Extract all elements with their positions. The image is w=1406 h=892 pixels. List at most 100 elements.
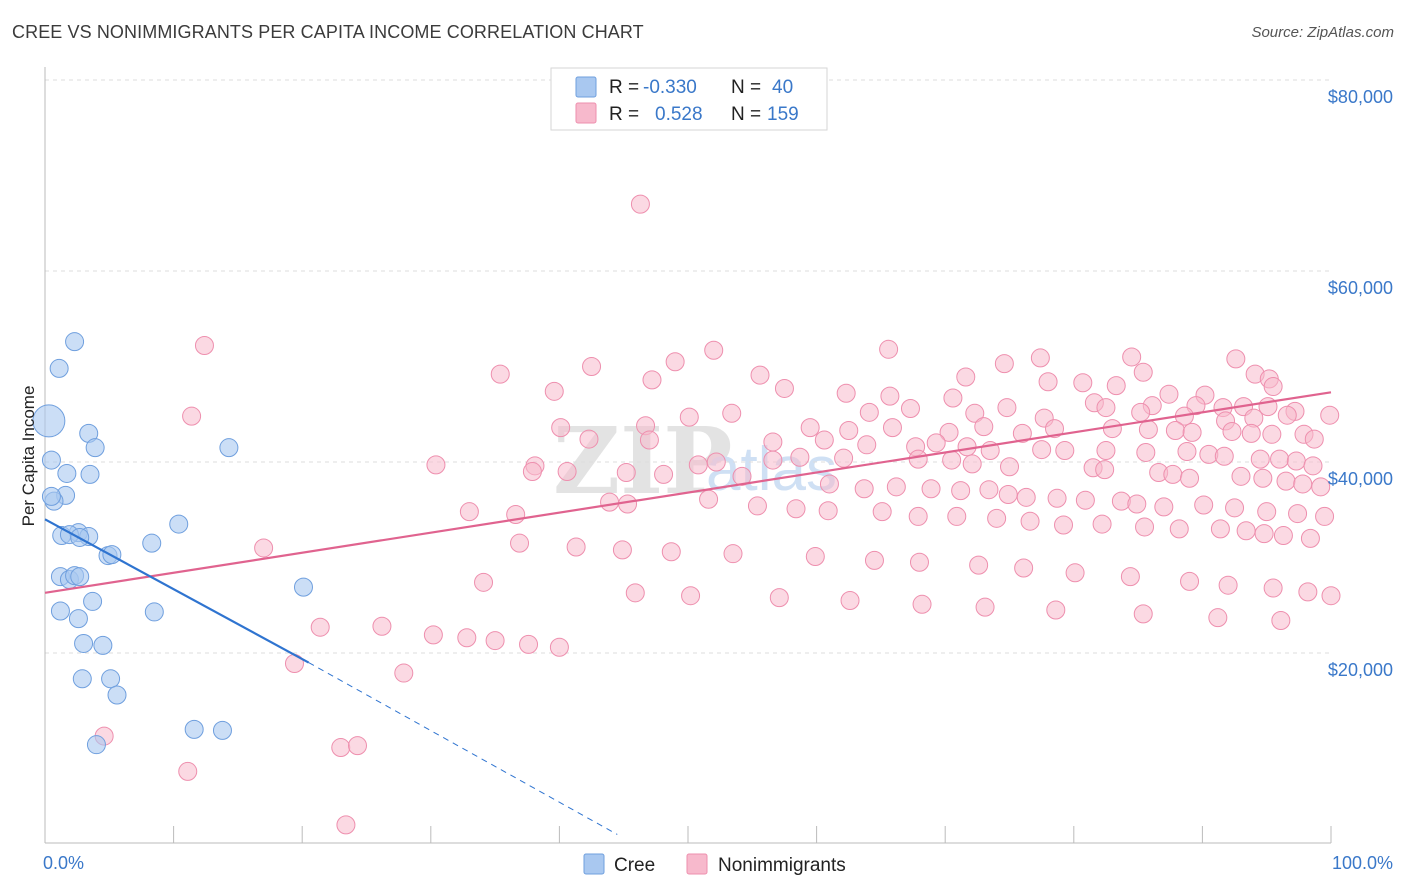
nonimmigrants-point-25 (943, 388, 963, 408)
nonimmigrants-point-24 (880, 386, 900, 406)
nonimmigrants-point-167 (1218, 575, 1238, 595)
cree-trend-line (44, 518, 310, 664)
nonimmigrants-point-17 (1038, 372, 1058, 392)
cree-point-5 (41, 450, 61, 470)
nonimmigrants-point-155 (566, 537, 586, 557)
nonimmigrants-point-0 (630, 194, 650, 214)
nonimmigrants-point-191 (394, 663, 414, 683)
nonimmigrants-point-185 (423, 625, 443, 645)
nonimmigrants-point-116 (886, 477, 906, 497)
nonimmigrants-point-110 (557, 462, 577, 482)
nonimmigrants-point-188 (519, 634, 539, 654)
nonimmigrants-point-170 (1321, 586, 1341, 606)
nonimmigrants-point-168 (1263, 578, 1283, 598)
nonimmigrants-point-36 (679, 407, 699, 427)
nonimmigrants-point-43 (1096, 398, 1116, 418)
y-tick-label-0: $20,000 (1328, 660, 1393, 680)
nonimmigrants-point-77 (1032, 440, 1052, 460)
nonimmigrants-point-183 (310, 617, 330, 637)
nonimmigrants-point-145 (1054, 515, 1074, 535)
nonimmigrants-point-153 (1300, 528, 1320, 548)
nonimmigrants-point-157 (661, 542, 681, 562)
nonimmigrants-point-132 (459, 502, 479, 522)
nonimmigrants-point-84 (1250, 449, 1270, 469)
nonimmigrants-point-181 (1271, 611, 1291, 631)
nonimmigrants-point-148 (1169, 519, 1189, 539)
nonimmigrants-point-120 (998, 484, 1018, 504)
legend-swatch-cree (575, 76, 597, 98)
nonimmigrants-point-22 (544, 381, 564, 401)
nonimmigrants-point-62 (1182, 422, 1202, 442)
nonimmigrants-point-55 (939, 422, 959, 442)
nonimmigrants-point-114 (819, 474, 839, 494)
nonimmigrants-point-83 (1214, 446, 1234, 466)
nonimmigrants-point-172 (625, 583, 645, 603)
nonimmigrants-point-14 (642, 370, 662, 390)
nonimmigrants-point-100 (1095, 460, 1115, 480)
nonimmigrants-point-186 (457, 628, 477, 648)
nonimmigrants-point-140 (872, 502, 892, 522)
cree-trend-extension (308, 662, 618, 835)
cree-point-36 (212, 720, 232, 740)
cree-point-18 (219, 438, 239, 458)
cree-point-33 (101, 669, 121, 689)
nonimmigrants-point-169 (1298, 582, 1318, 602)
nonimmigrants-point-158 (723, 544, 743, 564)
nonimmigrants-point-161 (909, 552, 929, 572)
cree-points (32, 332, 313, 755)
nonimmigrants-point-125 (1127, 494, 1147, 514)
nonimmigrants-point-26 (1159, 384, 1179, 404)
correlation-legend: R = -0.330 N = 40 R = 0.528 N = 159 (550, 67, 828, 131)
nonimmigrants-point-8 (1122, 347, 1142, 367)
nonimmigrants-point-61 (1165, 420, 1185, 440)
nonimmigrants-point-81 (1177, 441, 1197, 461)
nonimmigrants-point-44 (1131, 402, 1151, 422)
nonimmigrants-point-113 (732, 466, 752, 486)
bottom-legend-swatch-cree (583, 853, 605, 875)
cree-point-10 (41, 486, 61, 506)
nonimmigrants-point-16 (956, 367, 976, 387)
nonimmigrants-point-57 (1012, 423, 1032, 443)
nonimmigrants-point-79 (1096, 441, 1116, 461)
nonimmigrants-point-80 (1136, 442, 1156, 462)
nonimmigrants-point-111 (616, 463, 636, 483)
nonimmigrants-point-94 (834, 448, 854, 468)
nonimmigrants-point-18 (1073, 373, 1093, 393)
nonimmigrants-point-38 (859, 402, 879, 422)
nonimmigrants-point-23 (836, 383, 856, 403)
nonimmigrants-point-63 (1222, 421, 1242, 441)
nonimmigrants-point-184 (372, 616, 392, 636)
cree-point-35 (184, 719, 204, 739)
nonimmigrants-point-128 (1225, 498, 1245, 518)
nonimmigrants-point-124 (1111, 491, 1131, 511)
nonimmigrants-point-139 (818, 501, 838, 521)
nonimmigrants-point-105 (1253, 468, 1273, 488)
y-tick-label-2: $60,000 (1328, 278, 1393, 298)
series-legend: Cree Nonimmigrants (583, 853, 846, 876)
cree-point-29 (293, 577, 313, 597)
cree-point-32 (72, 669, 92, 689)
tick-labels: $20,000 $40,000 $60,000 $80,000 0.0% 100.0% (43, 87, 1393, 873)
bottom-legend-swatch-nonimmigrants (686, 853, 708, 875)
nonimmigrants-point-173 (681, 586, 701, 606)
nonimmigrants-point-180 (1208, 608, 1228, 628)
nonimmigrants-point-95 (908, 449, 928, 469)
cree-point-27 (68, 609, 88, 629)
nonimmigrants-point-182 (254, 538, 274, 558)
x-tick-label-0: 0.0% (43, 853, 84, 873)
cree-point-17 (142, 533, 162, 553)
nonimmigrants-point-194 (178, 761, 198, 781)
nonimmigrants-point-150 (1236, 521, 1256, 541)
legend-r-label-cree: R = (609, 77, 639, 98)
nonimmigrants-point-37 (722, 403, 742, 423)
nonimmigrants-point-163 (1014, 558, 1034, 578)
nonimmigrants-point-156 (612, 540, 632, 560)
nonimmigrants-point-177 (975, 597, 995, 617)
nonimmigrants-point-149 (1210, 519, 1230, 539)
nonimmigrants-point-91 (706, 452, 726, 472)
nonimmigrants-point-196 (336, 815, 356, 835)
legend-n-value-non: 159 (767, 104, 799, 125)
nonimmigrants-point-50 (551, 418, 571, 438)
cree-point-28 (144, 602, 164, 622)
y-axis-title: Per Capita Income (19, 386, 38, 527)
